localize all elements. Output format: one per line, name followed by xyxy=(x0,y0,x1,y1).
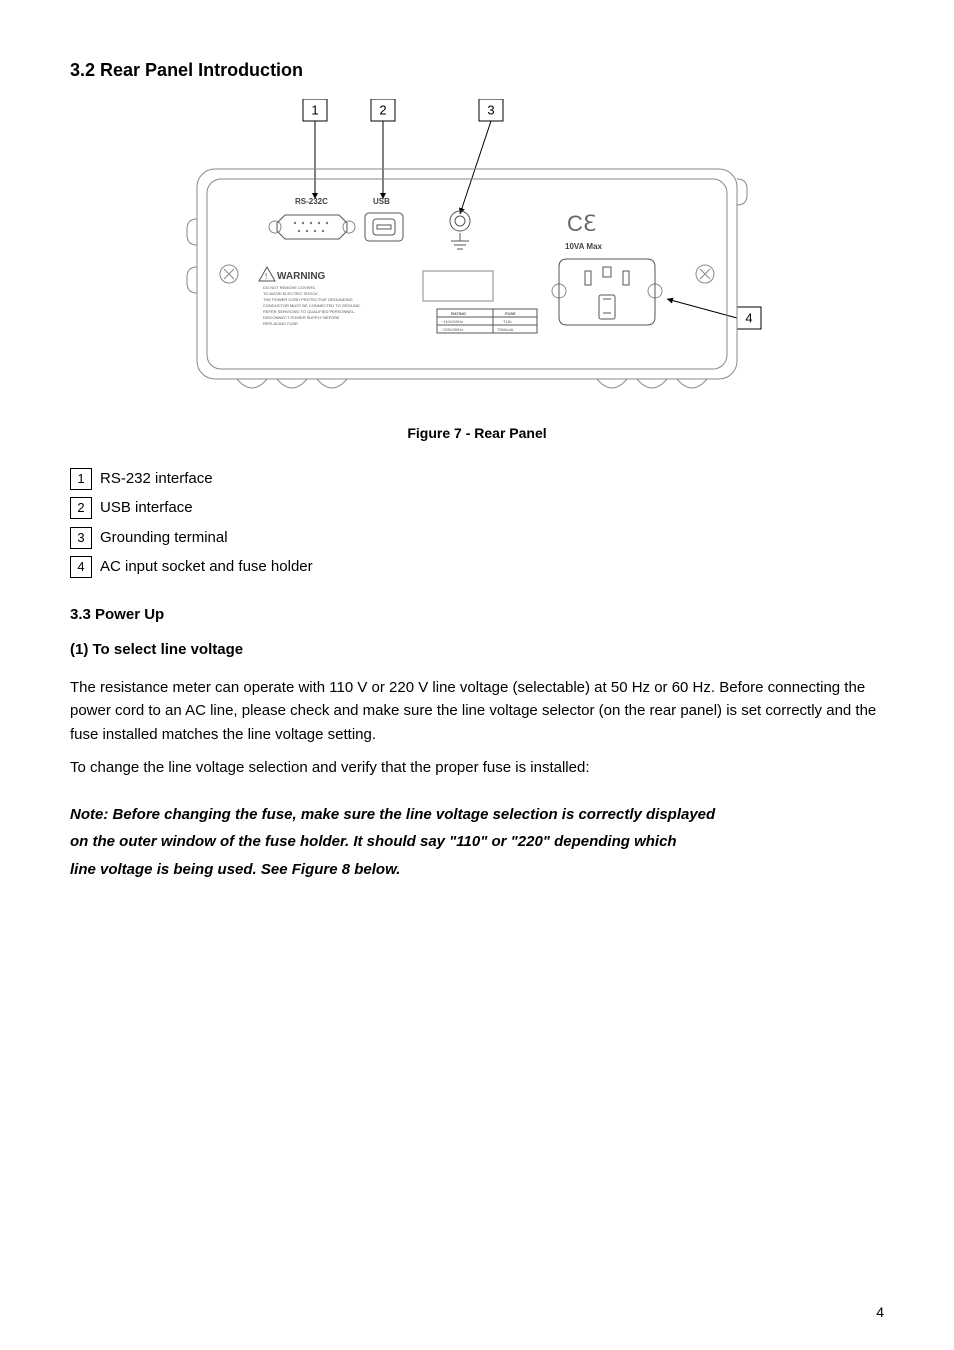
svg-text:THE POWER CORD PROTECTIVE GROU: THE POWER CORD PROTECTIVE GROUNDING xyxy=(263,297,353,302)
svg-text:Cℇ: Cℇ xyxy=(567,211,596,236)
svg-text:~220V/50Hz: ~220V/50Hz xyxy=(441,327,463,332)
callout-num-4: 4 xyxy=(70,556,92,578)
section-title: 3.2 Rear Panel Introduction xyxy=(70,60,884,81)
svg-text:3: 3 xyxy=(487,103,494,118)
svg-text:DO NOT REMOVE COVERS.: DO NOT REMOVE COVERS. xyxy=(263,285,316,290)
note-line-3: line voltage is being used. See Figure 8… xyxy=(70,858,884,881)
svg-text:4: 4 xyxy=(745,311,752,326)
svg-text:~110V/60Hz: ~110V/60Hz xyxy=(441,319,463,324)
svg-text:USB: USB xyxy=(373,197,390,206)
paragraph-1: The resistance meter can operate with 11… xyxy=(70,676,884,746)
svg-text:1: 1 xyxy=(311,103,318,118)
svg-text:T1AL: T1AL xyxy=(503,319,513,324)
ac-inlet-icon xyxy=(552,259,662,325)
paragraph-2: To change the line voltage selection and… xyxy=(70,756,884,779)
step-heading: (1) To select line voltage xyxy=(70,641,884,658)
note-line-2: on the outer window of the fuse holder. … xyxy=(70,830,884,853)
usb-port-icon xyxy=(365,213,403,241)
callout-3: 3 xyxy=(460,99,503,214)
callout-2: 2 xyxy=(371,99,395,199)
note-line-1: Note: Before changing the fuse, make sur… xyxy=(70,803,884,826)
page-number: 4 xyxy=(876,1304,884,1320)
note-block: Note: Before changing the fuse, make sur… xyxy=(70,803,884,881)
svg-text:10VA Max: 10VA Max xyxy=(565,242,602,251)
svg-text:2: 2 xyxy=(379,103,386,118)
rear-panel-figure: 1 2 3 4 xyxy=(167,99,787,409)
rating-table: RATING FUSE ~110V/60Hz T1AL ~220V/50Hz T… xyxy=(437,309,537,333)
svg-text:TO AVOID ELECTRIC SHOCK,: TO AVOID ELECTRIC SHOCK, xyxy=(263,291,319,296)
svg-text:REFER SERVICING TO QUALIFIED P: REFER SERVICING TO QUALIFIED PERSONNEL. xyxy=(263,309,355,314)
ground-terminal-icon xyxy=(450,211,470,249)
rs232-port-icon xyxy=(269,215,355,239)
callout-num-1: 1 xyxy=(70,468,92,490)
svg-text:CONDUCTOR MUST BE CONNECTED TO: CONDUCTOR MUST BE CONNECTED TO GROUND. xyxy=(263,303,361,308)
callout-num-2: 2 xyxy=(70,497,92,519)
callout-list: 1 RS-232 interface 2 USB interface 3 Ground… xyxy=(70,467,884,578)
callout-1: 1 xyxy=(303,99,327,199)
svg-text:DISCONNECT POWER SUPPLY BEFORE: DISCONNECT POWER SUPPLY BEFORE xyxy=(263,315,340,320)
callout-4: 4 xyxy=(667,299,761,329)
svg-text:RS-232C: RS-232C xyxy=(295,197,328,206)
callout-label-4: AC input socket and fuse holder xyxy=(100,558,313,575)
warning-label: ! WARNING DO NOT REMOVE COVERS. TO AVOID… xyxy=(259,267,361,326)
callout-num-3: 3 xyxy=(70,527,92,549)
svg-text:!: ! xyxy=(265,272,267,281)
callout-label-2: USB interface xyxy=(100,499,193,516)
svg-text:FUSE: FUSE xyxy=(505,311,516,316)
svg-text:WARNING: WARNING xyxy=(277,271,326,282)
figure-caption: Figure 7 - Rear Panel xyxy=(70,425,884,441)
rear-panel-svg: 1 2 3 4 xyxy=(167,99,787,409)
callout-label-1: RS-232 interface xyxy=(100,470,213,487)
svg-text:REPLACING FUSE.: REPLACING FUSE. xyxy=(263,321,299,326)
subsection-title: 3.3 Power Up xyxy=(70,606,884,623)
callout-label-3: Grounding terminal xyxy=(100,529,228,546)
svg-text:T500mAL: T500mAL xyxy=(497,327,515,332)
body-text: The resistance meter can operate with 11… xyxy=(70,676,884,779)
svg-text:RATING: RATING xyxy=(451,311,466,316)
ce-mark-icon: Cℇ 10VA Max xyxy=(565,211,602,251)
